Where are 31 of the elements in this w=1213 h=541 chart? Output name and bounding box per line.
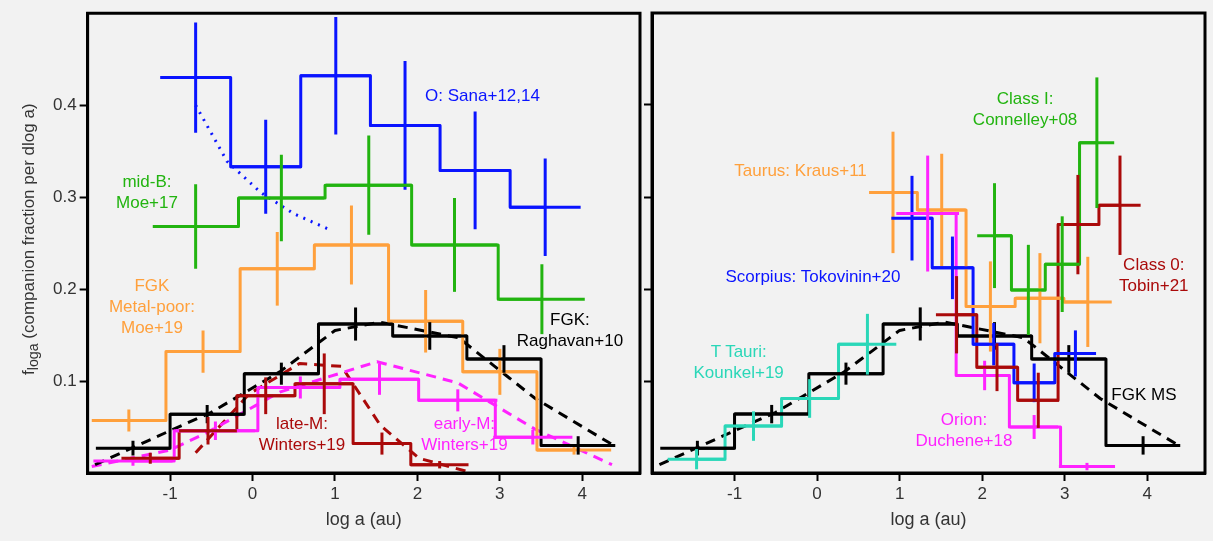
series-label: early-M: Winters+19	[421, 413, 508, 454]
x-tick-label: 0	[812, 483, 822, 503]
y-tick-label: 0.2	[52, 278, 77, 298]
y-tick-label: 0.1	[52, 370, 77, 390]
series-label: Orion: Duchene+18	[915, 409, 1013, 450]
series-label: Scorpius: Tokovinin+20	[725, 266, 901, 286]
x-tick-label: 3	[495, 483, 505, 503]
series-label: FGK: Raghavan+10	[516, 309, 624, 350]
x-tick-label: 1	[330, 483, 340, 503]
x-tick-label: 4	[577, 483, 588, 503]
x-tick-label: -1	[726, 483, 743, 503]
x-tick-label: 2	[977, 483, 987, 503]
x-tick-label: 3	[1059, 483, 1070, 503]
x-tick-label: 4	[1142, 483, 1152, 503]
x-tick-label: -1	[162, 483, 178, 503]
x-axis-title: log a (au)	[890, 509, 967, 530]
x-tick-label: 2	[412, 483, 423, 503]
series-label: Class I: Connelley+08	[972, 88, 1078, 129]
series-label: FGK MS	[1111, 385, 1177, 405]
x-tick-label: 1	[894, 483, 905, 503]
y-tick-label: 0.3	[52, 186, 77, 206]
series-label: mid-B: Moe+17	[116, 171, 178, 212]
series-label: FGK Metal-poor: Moe+19	[108, 276, 195, 338]
series-label: T Tauri: Kounkel+19	[693, 341, 784, 382]
series-label: Taurus: Kraus+11	[734, 160, 867, 180]
x-tick-label: 0	[247, 483, 258, 503]
text: Class 0: Tobin+21	[1119, 255, 1189, 296]
y-tick-label: 0.4	[52, 94, 77, 114]
x-axis-title: log a (au)	[325, 509, 402, 530]
series-label: late-M: Winters+19	[258, 413, 346, 454]
series-label: O: Sana+12,14	[425, 85, 540, 105]
